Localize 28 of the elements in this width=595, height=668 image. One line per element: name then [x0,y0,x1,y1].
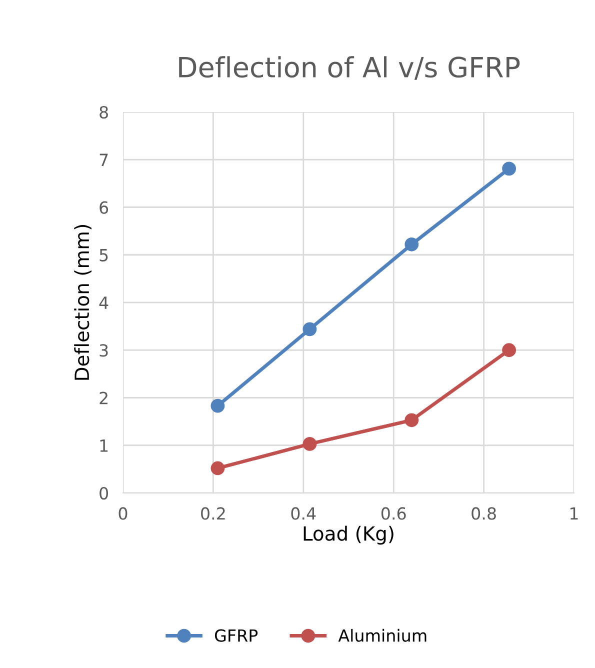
point [302,437,317,451]
point [404,237,419,252]
y-tick-label: 6 [100,201,108,214]
y-tick-label: 3 [100,344,108,357]
point [210,398,225,413]
x-tick-label: 0.2 [201,507,225,520]
x-axis-title: Load (Kg) [304,526,394,545]
point [502,343,516,358]
x-tick-label: 0.6 [381,507,406,520]
y-tick-label: 8 [100,106,108,119]
x-tick-label: 0.4 [291,507,316,520]
y-axis-title: Deflection (mm) [74,225,92,380]
legend-label: GFRP [214,629,258,642]
y-tick-label: 2 [100,392,108,404]
point [302,322,317,336]
x-tick-label: 0 [118,507,128,520]
y-tick-label: 5 [100,249,108,262]
x-tick-label: 0.8 [472,507,496,520]
point [502,162,516,176]
chart-title: Deflection of Al v/s GFRP [179,56,520,80]
y-tick-label: 0 [100,486,108,500]
legend-label: Aluminium [338,628,426,642]
y-tick-label: 1 [100,440,108,452]
point [210,461,225,476]
y-tick-label: 7 [100,154,108,166]
y-tick-label: 4 [99,296,108,309]
x-tick-label: 1 [570,507,578,520]
point [404,413,419,428]
